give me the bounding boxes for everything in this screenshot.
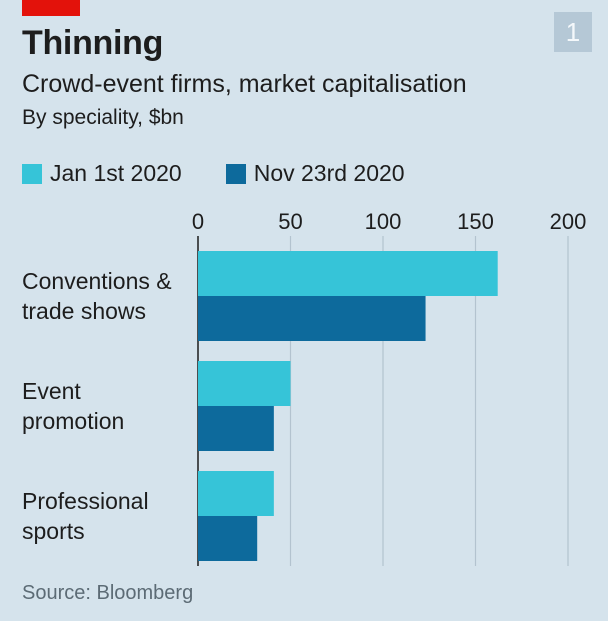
legend-swatch-jan [22, 163, 42, 184]
legend-item-nov: Nov 23rd 2020 [225, 160, 405, 187]
brand-tag [22, 0, 80, 16]
category-label-1: Event promotion [22, 378, 124, 434]
chart-subtitle: Crowd-event firms, market capitalisation [22, 70, 467, 98]
x-tick-label-50: 50 [278, 209, 302, 234]
bar-jan-1 [198, 361, 291, 406]
legend-label-jan: Jan 1st 2020 [50, 160, 182, 186]
category-label-0: Conventions & trade shows [22, 268, 172, 324]
bar-jan-2 [198, 471, 274, 516]
bar-jan-0 [198, 251, 498, 296]
chart-units: By speciality, $bn [22, 106, 184, 129]
legend-item-jan: Jan 1st 2020 [22, 160, 182, 187]
legend-label-nov: Nov 23rd 2020 [253, 160, 405, 186]
category-label-2: Professional sports [22, 488, 149, 544]
x-tick-label-150: 150 [457, 209, 494, 234]
chart-title: Thinning [22, 24, 164, 62]
legend: Jan 1st 2020 Nov 23rd 2020 [22, 160, 449, 187]
chart-number-badge: 1 [554, 12, 592, 52]
x-tick-label-200: 200 [550, 209, 587, 234]
x-tick-label-100: 100 [365, 209, 402, 234]
x-tick-label-0: 0 [192, 209, 204, 234]
source-note: Source: Bloomberg [22, 582, 194, 604]
bar-nov-2 [198, 516, 258, 561]
bar-nov-0 [198, 296, 426, 341]
bar-nov-1 [198, 406, 274, 451]
legend-swatch-nov [225, 163, 246, 184]
